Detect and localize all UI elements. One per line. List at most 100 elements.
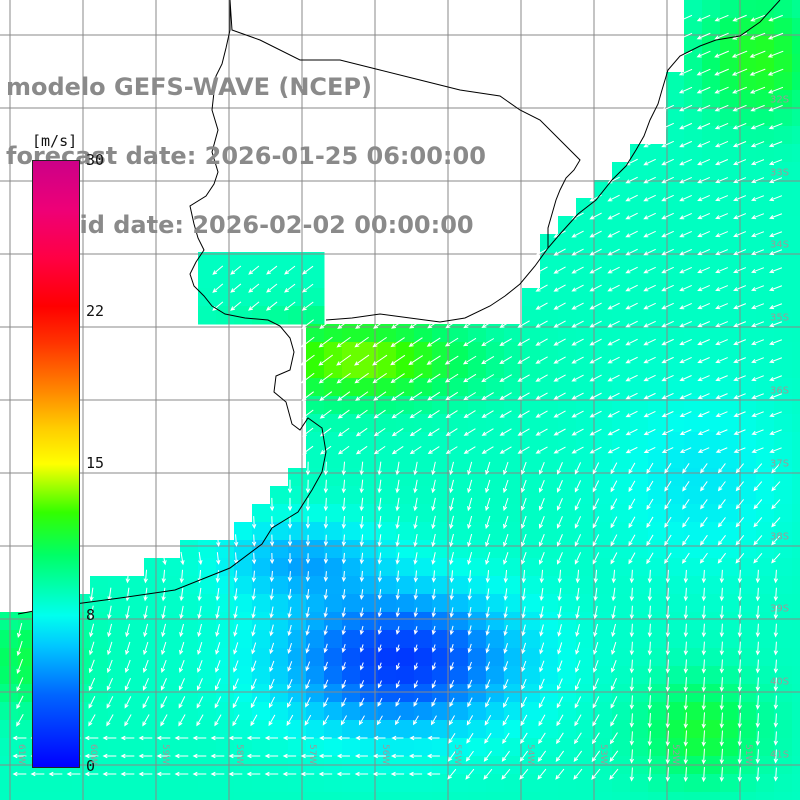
- field-cell: [504, 576, 523, 595]
- field-cell: [558, 558, 577, 577]
- field-cell: [342, 792, 361, 800]
- wind-arrow: [719, 641, 724, 656]
- field-cell: [162, 684, 181, 703]
- field-cell: [792, 252, 800, 271]
- wind-arrow: [769, 231, 783, 238]
- field-cell: [666, 648, 685, 667]
- wind-arrow: [679, 429, 692, 435]
- colorbar-unit: [m/s]: [32, 132, 78, 150]
- wind-arrow: [733, 303, 747, 310]
- field-cell: [684, 378, 703, 397]
- field-cell: [792, 504, 800, 523]
- wind-arrow: [485, 461, 491, 476]
- wind-arrow: [643, 230, 656, 238]
- wind-arrow: [336, 771, 351, 777]
- wind-arrow: [359, 680, 365, 689]
- wind-arrow: [503, 606, 508, 619]
- wind-arrow: [661, 411, 674, 418]
- field-cell: [738, 108, 757, 127]
- field-cell: [396, 504, 415, 523]
- field-cell: [522, 288, 541, 307]
- field-cell: [684, 486, 703, 505]
- field-cell: [594, 792, 613, 800]
- wind-arrow: [535, 374, 548, 382]
- wind-arrow: [323, 571, 329, 582]
- field-cell: [90, 594, 109, 613]
- field-cell: [90, 738, 109, 757]
- wind-arrow: [499, 356, 513, 364]
- field-cell: [594, 558, 613, 577]
- field-cell: [774, 288, 793, 307]
- field-cell: [594, 378, 613, 397]
- wind-arrow: [485, 515, 491, 530]
- field-cell: [540, 324, 559, 343]
- field-cell: [648, 576, 667, 595]
- wind-arrow: [589, 338, 602, 346]
- wind-arrow: [643, 410, 656, 418]
- wind-arrow: [769, 249, 783, 256]
- field-cell: [90, 612, 109, 631]
- field-cell: [684, 360, 703, 379]
- field-cell: [252, 576, 271, 595]
- wind-arrow: [589, 410, 602, 418]
- field-cell: [486, 558, 505, 577]
- wind-arrow: [607, 194, 620, 202]
- field-cell: [756, 162, 775, 181]
- field-cell: [720, 486, 739, 505]
- wind-arrow: [395, 697, 401, 707]
- field-cell: [684, 414, 703, 433]
- field-cell: [738, 252, 757, 271]
- field-cell: [414, 720, 433, 739]
- wind-arrow: [571, 302, 584, 310]
- field-cell: [756, 468, 775, 487]
- field-cell: [324, 720, 343, 739]
- wind-arrow: [771, 463, 781, 474]
- wind-arrow: [156, 771, 171, 777]
- field-cell: [756, 144, 775, 163]
- field-cell: [612, 306, 631, 325]
- field-cell: [702, 612, 721, 631]
- field-cell: [720, 540, 739, 559]
- field-cell: [396, 414, 415, 433]
- field-cell: [558, 684, 577, 703]
- field-cell: [612, 180, 631, 199]
- field-cell: [396, 540, 415, 559]
- field-cell: [432, 360, 451, 379]
- wind-arrow: [717, 534, 726, 546]
- wind-arrow: [287, 516, 293, 529]
- wind-arrow: [732, 86, 748, 94]
- wind-arrow: [553, 428, 566, 436]
- field-cell: [558, 648, 577, 667]
- field-cell: [738, 180, 757, 199]
- field-cell: [522, 720, 541, 739]
- wind-arrow: [162, 551, 167, 566]
- wind-arrow: [701, 694, 706, 711]
- wind-arrow: [391, 319, 405, 329]
- wind-arrow: [755, 569, 761, 584]
- wind-arrow: [539, 678, 545, 691]
- wind-arrow: [719, 677, 724, 692]
- wind-arrow: [84, 735, 99, 741]
- wind-arrow: [210, 771, 225, 777]
- field-cell: [792, 432, 800, 451]
- field-cell: [558, 630, 577, 649]
- wind-arrow: [481, 374, 495, 383]
- field-cell: [378, 558, 397, 577]
- field-cell: [666, 774, 685, 793]
- field-cell: [720, 792, 739, 800]
- field-cell: [342, 774, 361, 793]
- wind-arrow: [408, 373, 423, 383]
- field-cell: [450, 666, 469, 685]
- field-cell: [522, 558, 541, 577]
- wind-arrow: [733, 321, 747, 328]
- field-cell: [306, 774, 325, 793]
- field-cell: [630, 162, 649, 181]
- field-cell: [468, 396, 487, 415]
- wind-arrow: [683, 641, 688, 656]
- field-cell: [756, 792, 775, 800]
- field-cell: [702, 54, 721, 73]
- wind-arrow: [521, 642, 527, 655]
- field-cell: [666, 522, 685, 541]
- wind-arrow: [502, 714, 510, 726]
